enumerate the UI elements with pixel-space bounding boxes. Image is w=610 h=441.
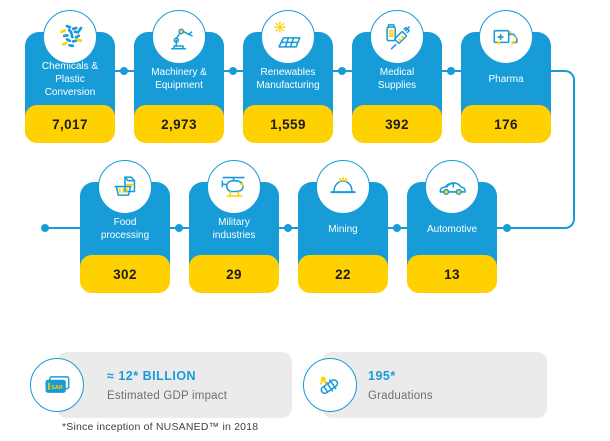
icon-circle <box>98 160 152 214</box>
svg-text:SAR: SAR <box>51 385 63 391</box>
connector-dot <box>503 224 511 232</box>
helicopter-icon <box>216 169 252 205</box>
robot-arm-icon <box>161 19 197 55</box>
card-label: Machinery & Equipment <box>151 67 207 91</box>
sar-banknote-icon: SAR <box>39 367 75 403</box>
solar-panel-icon <box>270 19 306 55</box>
connector-dot <box>447 67 455 75</box>
icon-circle <box>370 10 424 64</box>
icon-circle <box>316 160 370 214</box>
card-value: 13 <box>407 255 497 293</box>
card-label: Renewables Manufacturing <box>256 67 320 91</box>
card-value: 2,973 <box>134 105 224 143</box>
card-renewables-manufacturing: Renewables Manufacturing 1,559 <box>243 10 333 143</box>
card-value: 29 <box>189 255 279 293</box>
icon-circle <box>425 160 479 214</box>
gdp-impact-label: Estimated GDP impact <box>107 389 228 402</box>
icon-circle <box>303 358 357 412</box>
icon-circle <box>207 160 261 214</box>
icon-circle: SAR <box>30 358 84 412</box>
card-label: Food processing <box>100 217 150 241</box>
connector-dot <box>284 224 292 232</box>
connector-dot <box>338 67 346 75</box>
icon-circle <box>261 10 315 64</box>
connector-dot <box>175 224 183 232</box>
graduations-box: 195* Graduations <box>322 352 547 418</box>
medical-van-icon <box>488 19 524 55</box>
gdp-impact-box: ≈ 12* BILLION Estimated GDP impact <box>57 352 292 418</box>
card-mining: Mining 22 <box>298 160 388 293</box>
card-value: 302 <box>80 255 170 293</box>
food-basket-icon <box>107 169 143 205</box>
card-label: Chemicals & Plastic Conversion <box>41 60 99 98</box>
card-value: 22 <box>298 255 388 293</box>
graduations-label: Graduations <box>368 389 433 402</box>
card-value: 176 <box>461 105 551 143</box>
card-military-industries: Military industries 29 <box>189 160 279 293</box>
icon-circle <box>43 10 97 64</box>
card-automotive: Automotive 13 <box>407 160 497 293</box>
connector-corner-bottom <box>497 150 575 229</box>
card-label: Pharma <box>488 73 524 85</box>
card-value: 7,017 <box>25 105 115 143</box>
card-value: 1,559 <box>243 105 333 143</box>
icon-circle <box>152 10 206 64</box>
syringe-icon <box>379 19 415 55</box>
connector-dot <box>393 224 401 232</box>
card-chemicals-plastic-conversion: Chemicals & Plastic Conversion 7,017 <box>25 10 115 143</box>
card-pharma: Pharma 176 <box>461 10 551 143</box>
connector-dot <box>120 67 128 75</box>
hard-hat-icon <box>325 169 361 205</box>
card-machinery-equipment: Machinery & Equipment 2,973 <box>134 10 224 143</box>
connector-dot <box>41 224 49 232</box>
card-label: Medical Supplies <box>377 67 417 91</box>
card-medical-supplies: Medical Supplies 392 <box>352 10 442 143</box>
card-label: Automotive <box>426 223 478 235</box>
footnote: *Since inception of NUSANED™ in 2018 <box>62 421 259 433</box>
car-icon <box>434 169 470 205</box>
icon-circle <box>479 10 533 64</box>
card-food-processing: Food processing 302 <box>80 160 170 293</box>
card-value: 392 <box>352 105 442 143</box>
card-label: Military industries <box>212 217 256 241</box>
connector-dot <box>229 67 237 75</box>
gdp-impact-value: ≈ 12* BILLION <box>107 368 197 383</box>
diploma-certificate-icon <box>312 367 348 403</box>
card-label: Mining <box>328 223 358 235</box>
plastic-pellets-icon <box>52 19 88 55</box>
connector-corner-top <box>551 70 575 152</box>
graduations-value: 195* <box>368 368 396 383</box>
